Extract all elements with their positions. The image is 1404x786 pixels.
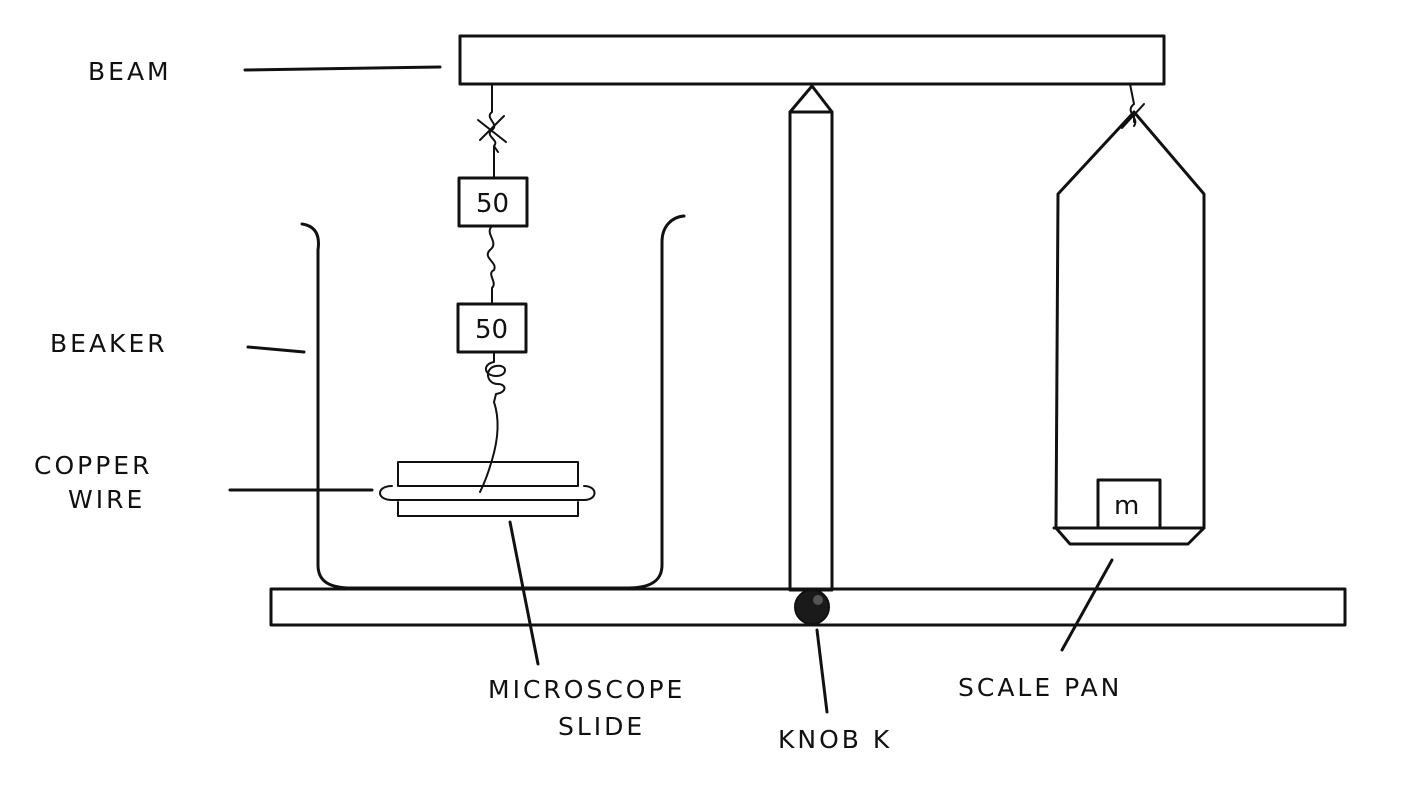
lower-weight-label: 50 (475, 315, 508, 345)
pivot-knife-edge (788, 84, 834, 114)
microscope-slide-label-line2: SLIDE (558, 712, 645, 741)
microscope-slide-label-line1: MICROSCOPE (488, 675, 685, 704)
microscope-slide-leader-line (508, 520, 540, 666)
beaker (300, 214, 686, 590)
beaker-label: BEAKER (50, 329, 168, 358)
central-pillar (788, 110, 834, 592)
upper-weight-label: 50 (476, 189, 509, 219)
middle-hook (486, 225, 496, 305)
scale-pan-frame (1054, 110, 1206, 546)
pan-mass (1096, 478, 1162, 530)
left-hanger-string (477, 83, 507, 179)
microscope-slide-upper (397, 461, 579, 487)
beam-leader-line (243, 65, 442, 72)
lower-weight (456, 302, 528, 354)
microscope-slide-lower (397, 501, 579, 517)
beam-label: BEAM (88, 57, 172, 86)
copper-wire-label-line1: COPPER (34, 451, 152, 480)
beam (458, 34, 1166, 86)
knob-k-highlight (813, 595, 823, 605)
knob-label: KNOB K (778, 725, 892, 754)
copper-wire-loop (379, 485, 596, 501)
copper-wire-label-line2: WIRE (68, 485, 145, 514)
beaker-leader-line (246, 345, 306, 354)
copper-wire-strand (479, 401, 499, 493)
base-board (269, 587, 1347, 627)
pan-mass-label: m (1114, 491, 1139, 521)
scale-pan-label: SCALE PAN (958, 673, 1122, 702)
knob-k (794, 589, 830, 625)
scale-pan-leader-line (1060, 558, 1114, 652)
lower-coil (485, 351, 506, 403)
knob-leader-line (815, 628, 829, 714)
